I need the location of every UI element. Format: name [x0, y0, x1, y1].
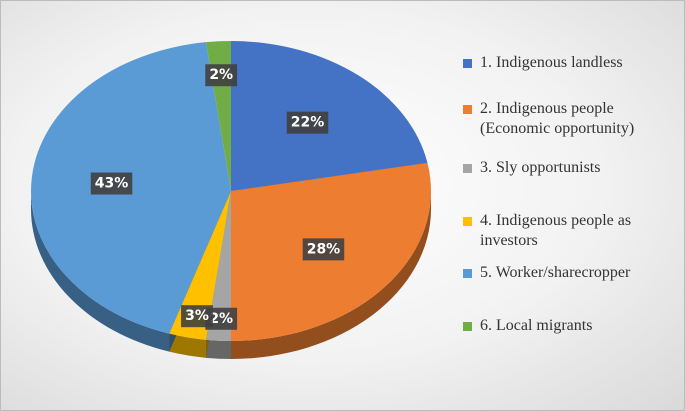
slice-side [205, 339, 231, 359]
data-label-box [90, 172, 133, 195]
data-label: 2% [205, 307, 238, 330]
data-label-text: 2% [209, 311, 233, 327]
data-label-text: 43% [95, 176, 129, 192]
slice [231, 41, 428, 191]
slice-side [169, 333, 206, 358]
data-label-box [205, 64, 238, 87]
data-label-box [302, 238, 345, 261]
data-label: 3% [181, 305, 213, 328]
data-label: 28% [302, 238, 345, 261]
legend-item: 2. Indigenous people (Economic opportuni… [463, 99, 678, 139]
legend-swatch [463, 164, 472, 173]
data-label-text: 3% [185, 308, 209, 324]
legend-swatch [463, 105, 472, 114]
data-label-text: 28% [307, 241, 341, 257]
legend-swatch [463, 59, 472, 68]
data-label-text: 22% [291, 115, 325, 131]
legend-label: 6. Local migrants [480, 317, 593, 334]
slice [169, 191, 231, 340]
legend-label: 3. Sly opportunists [480, 159, 601, 176]
data-label-box [205, 307, 238, 330]
slice-side [231, 191, 431, 359]
data-label: 43% [90, 172, 133, 195]
slice [205, 191, 231, 341]
legend-item: 3. Sly opportunists [463, 158, 678, 178]
legend-label: 5. Worker/sharecropper [480, 264, 631, 281]
legend-label: 2. Indigenous people (Economic opportuni… [480, 100, 635, 137]
legend-item: 5. Worker/sharecropper [463, 263, 678, 283]
legend-swatch [463, 322, 472, 331]
data-label: 22% [286, 111, 329, 134]
data-label-text: 2% [209, 67, 233, 83]
legend-swatch [463, 269, 472, 278]
legend-item: 1. Indigenous landless [463, 53, 678, 73]
legend-item: 4. Indigenous people as investors [463, 211, 678, 251]
legend-label: 1. Indigenous landless [480, 54, 623, 71]
slice-side [31, 191, 170, 352]
legend-item: 6. Local migrants [463, 316, 678, 336]
data-label: 2% [205, 64, 238, 87]
data-label-box [286, 111, 329, 134]
data-label-box [181, 305, 213, 328]
legend-swatch [463, 217, 472, 226]
legend-label: 4. Indigenous people as investors [480, 212, 632, 249]
